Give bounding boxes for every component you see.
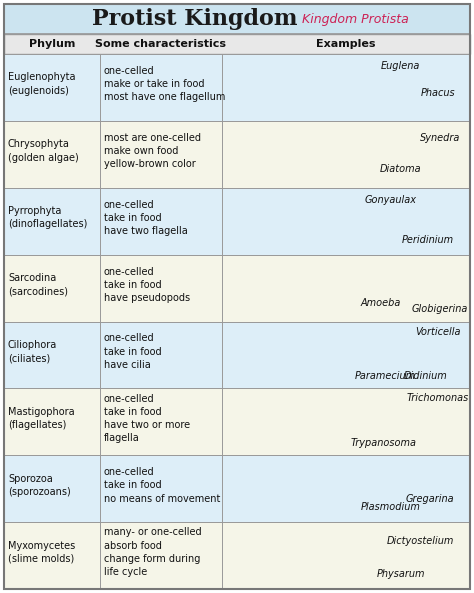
Bar <box>4 188 470 254</box>
Text: Euglenophyta
(euglenoids): Euglenophyta (euglenoids) <box>8 72 75 95</box>
Bar <box>4 321 470 388</box>
Text: Pyrrophyta
(dinoflagellates): Pyrrophyta (dinoflagellates) <box>8 206 87 229</box>
Text: Euglena: Euglena <box>381 61 420 71</box>
Text: Ciliophora
(ciliates): Ciliophora (ciliates) <box>8 340 57 363</box>
Text: Gregarina: Gregarina <box>406 494 455 503</box>
Text: Paramecium: Paramecium <box>355 371 416 381</box>
Text: Dictyostelium: Dictyostelium <box>387 536 454 546</box>
Text: most are one-celled
make own food
yellow-brown color: most are one-celled make own food yellow… <box>104 133 201 169</box>
Text: Phylum: Phylum <box>29 39 75 49</box>
Text: Globigerina: Globigerina <box>412 304 468 314</box>
Text: Sarcodina
(sarcodines): Sarcodina (sarcodines) <box>8 273 68 296</box>
Text: Plasmodium: Plasmodium <box>361 502 420 512</box>
Text: Myxomycetes
(slime molds): Myxomycetes (slime molds) <box>8 541 75 564</box>
Text: Mastigophora
(flagellates): Mastigophora (flagellates) <box>8 407 74 430</box>
Text: one-celled
make or take in food
most have one flagellum: one-celled make or take in food most hav… <box>104 66 225 103</box>
Text: Didinium: Didinium <box>403 371 447 381</box>
Bar <box>4 121 470 188</box>
Text: one-celled
take in food
have pseudopods: one-celled take in food have pseudopods <box>104 266 190 303</box>
Bar <box>4 388 470 455</box>
Text: many- or one-celled
absorb food
change form during
life cycle: many- or one-celled absorb food change f… <box>104 527 201 577</box>
Text: Phacus: Phacus <box>420 88 455 98</box>
Text: one-celled
take in food
have two flagella: one-celled take in food have two flagell… <box>104 200 188 236</box>
Text: one-celled
take in food
have two or more
flagella: one-celled take in food have two or more… <box>104 394 190 444</box>
Text: one-celled
take in food
no means of movement: one-celled take in food no means of move… <box>104 467 220 503</box>
Bar <box>4 4 470 34</box>
Text: Sporozoa
(sporozoans): Sporozoa (sporozoans) <box>8 474 71 497</box>
Text: Gonyaulax: Gonyaulax <box>365 195 417 205</box>
Bar <box>4 54 470 121</box>
Text: Peridinium: Peridinium <box>402 235 454 245</box>
Text: Kingdom Protista: Kingdom Protista <box>301 12 409 25</box>
Bar <box>4 522 470 589</box>
Text: Vorticella: Vorticella <box>415 327 461 337</box>
Text: Examples: Examples <box>316 39 376 49</box>
Text: Synedra: Synedra <box>420 133 460 142</box>
Text: Protist Kingdom: Protist Kingdom <box>92 8 298 30</box>
Bar <box>4 455 470 522</box>
Text: Physarum: Physarum <box>376 569 425 579</box>
Text: Some characteristics: Some characteristics <box>95 39 227 49</box>
Text: Chrysophyta
(golden algae): Chrysophyta (golden algae) <box>8 139 79 162</box>
Text: Trypanosoma: Trypanosoma <box>350 438 416 448</box>
Text: Trichomonas: Trichomonas <box>407 393 469 403</box>
Bar <box>4 254 470 321</box>
Text: one-celled
take in food
have cilia: one-celled take in food have cilia <box>104 333 162 370</box>
Text: Amoeba: Amoeba <box>361 298 401 308</box>
Bar <box>4 34 470 54</box>
Text: Diatoma: Diatoma <box>380 164 421 174</box>
